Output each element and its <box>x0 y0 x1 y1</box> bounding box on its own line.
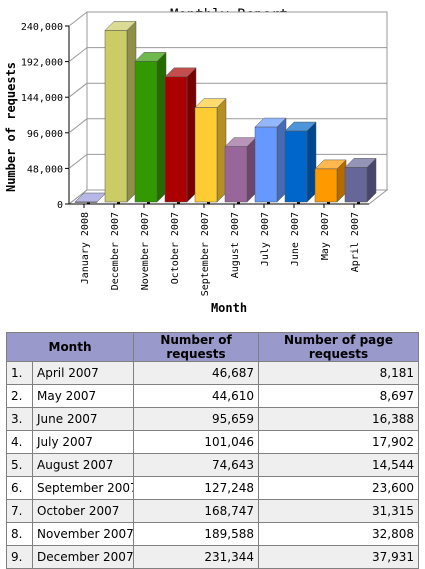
x-tick-label: November 2007 <box>140 212 151 290</box>
grid-line <box>68 189 88 205</box>
row-month: September 2007 <box>31 476 135 500</box>
x-tick-label: July 2007 <box>260 212 271 266</box>
row-requests: 74,643 <box>133 453 260 477</box>
grid-line <box>68 82 88 98</box>
table-body: 1. April 2007 46,687 8,181 2. May 2007 44,610 8… <box>6 361 420 569</box>
row-month: July 2007 <box>31 430 135 454</box>
row-requests: 44,610 <box>133 384 260 408</box>
y-tick-label: 240,000 <box>21 22 63 33</box>
row-page-requests: 8,181 <box>258 361 420 385</box>
row-index: 4. <box>6 430 33 454</box>
row-index: 1. <box>6 361 33 385</box>
row-month: August 2007 <box>31 453 135 477</box>
monthly-report-chart: Monthly Report 048,00096,000144,000192,0… <box>4 7 389 315</box>
bar <box>164 67 197 204</box>
y-axis-ticks: 0 48,000 96,000 144,000 192,000 240,000 <box>21 22 69 211</box>
y-tick-label: 96,000 <box>27 129 63 140</box>
x-axis-label: Month <box>211 301 247 315</box>
row-page-requests: 17,902 <box>258 430 420 454</box>
row-page-requests: 31,315 <box>258 499 420 523</box>
x-tick-label: June 2007 <box>290 212 301 266</box>
table-row: 3. June 2007 95,659 16,388 <box>6 407 420 431</box>
bar <box>194 98 227 204</box>
y-tick-label: 192,000 <box>21 58 63 69</box>
bar <box>314 159 347 204</box>
row-index: 7. <box>6 499 33 523</box>
table-row: 5. August 2007 74,643 14,544 <box>6 453 420 477</box>
x-tick-label: May 2007 <box>320 212 331 260</box>
row-requests: 168,747 <box>133 499 260 523</box>
x-tick-label: August 2007 <box>230 212 241 278</box>
bar <box>254 117 287 204</box>
header-page-requests: Number of page requests <box>258 332 420 362</box>
table-row: 6. September 2007 127,248 23,600 <box>6 476 420 500</box>
grid-line <box>68 118 88 134</box>
table-row: 8. November 2007 189,588 32,808 <box>6 522 420 546</box>
row-index: 2. <box>6 384 33 408</box>
y-axis-label: Number of requests <box>4 62 18 192</box>
row-page-requests: 16,388 <box>258 407 420 431</box>
bar <box>344 157 377 204</box>
bar <box>134 51 167 204</box>
table-row: 4. July 2007 101,046 17,902 <box>6 430 420 454</box>
bar <box>284 121 317 204</box>
row-index: 9. <box>6 545 33 569</box>
row-index: 8. <box>6 522 33 546</box>
row-requests: 95,659 <box>133 407 260 431</box>
row-requests: 189,588 <box>133 522 260 546</box>
x-tick-label: December 2007 <box>110 212 121 290</box>
row-month: November 2007 <box>31 522 135 546</box>
row-page-requests: 8,697 <box>258 384 420 408</box>
row-month: June 2007 <box>31 407 135 431</box>
table-row: 9. December 2007 231,344 37,931 <box>6 545 420 569</box>
chart-canvas: Monthly Report 048,00096,000144,000192,0… <box>4 7 389 315</box>
x-tick-label: October 2007 <box>170 212 181 284</box>
x-axis-ticks: January 2008 December 2007 November 2007 Oc… <box>80 204 361 296</box>
bar <box>224 137 257 204</box>
report-table-container: Month Number of requests Number of page … <box>5 332 420 569</box>
row-index: 5. <box>6 453 33 477</box>
table-row: 1. April 2007 46,687 8,181 <box>6 361 420 385</box>
row-page-requests: 32,808 <box>258 522 420 546</box>
bar <box>104 20 137 205</box>
row-month: May 2007 <box>31 384 135 408</box>
x-tick-label: January 2008 <box>80 212 91 284</box>
grid-line <box>68 47 88 62</box>
x-tick-label: April 2007 <box>350 212 361 272</box>
y-tick-label: 144,000 <box>21 93 63 104</box>
row-requests: 101,046 <box>133 430 260 454</box>
grid-line <box>68 154 88 169</box>
row-requests: 46,687 <box>133 361 260 385</box>
grid-line <box>68 11 88 27</box>
table-row: 7. October 2007 168,747 31,315 <box>6 499 420 523</box>
row-index: 6. <box>6 476 33 500</box>
row-index: 3. <box>6 407 33 431</box>
y-tick-label: 0 <box>57 200 63 211</box>
table-row: 2. May 2007 44,610 8,697 <box>6 384 420 408</box>
report-table: Month Number of requests Number of page … <box>5 332 420 569</box>
row-month: December 2007 <box>31 545 135 569</box>
y-tick-label: 48,000 <box>27 164 63 175</box>
row-month: April 2007 <box>31 361 135 385</box>
row-requests: 127,248 <box>133 476 260 500</box>
x-tick-label: September 2007 <box>200 212 211 296</box>
header-month: Month <box>5 332 135 362</box>
row-page-requests: 37,931 <box>258 545 420 569</box>
header-requests: Number of requests <box>133 332 260 362</box>
chart-bars <box>74 20 377 205</box>
row-page-requests: 14,544 <box>258 453 420 477</box>
row-month: October 2007 <box>31 499 135 523</box>
table-header-row: Month Number of requests Number of page … <box>5 332 420 362</box>
row-requests: 231,344 <box>133 545 260 569</box>
row-page-requests: 23,600 <box>258 476 420 500</box>
